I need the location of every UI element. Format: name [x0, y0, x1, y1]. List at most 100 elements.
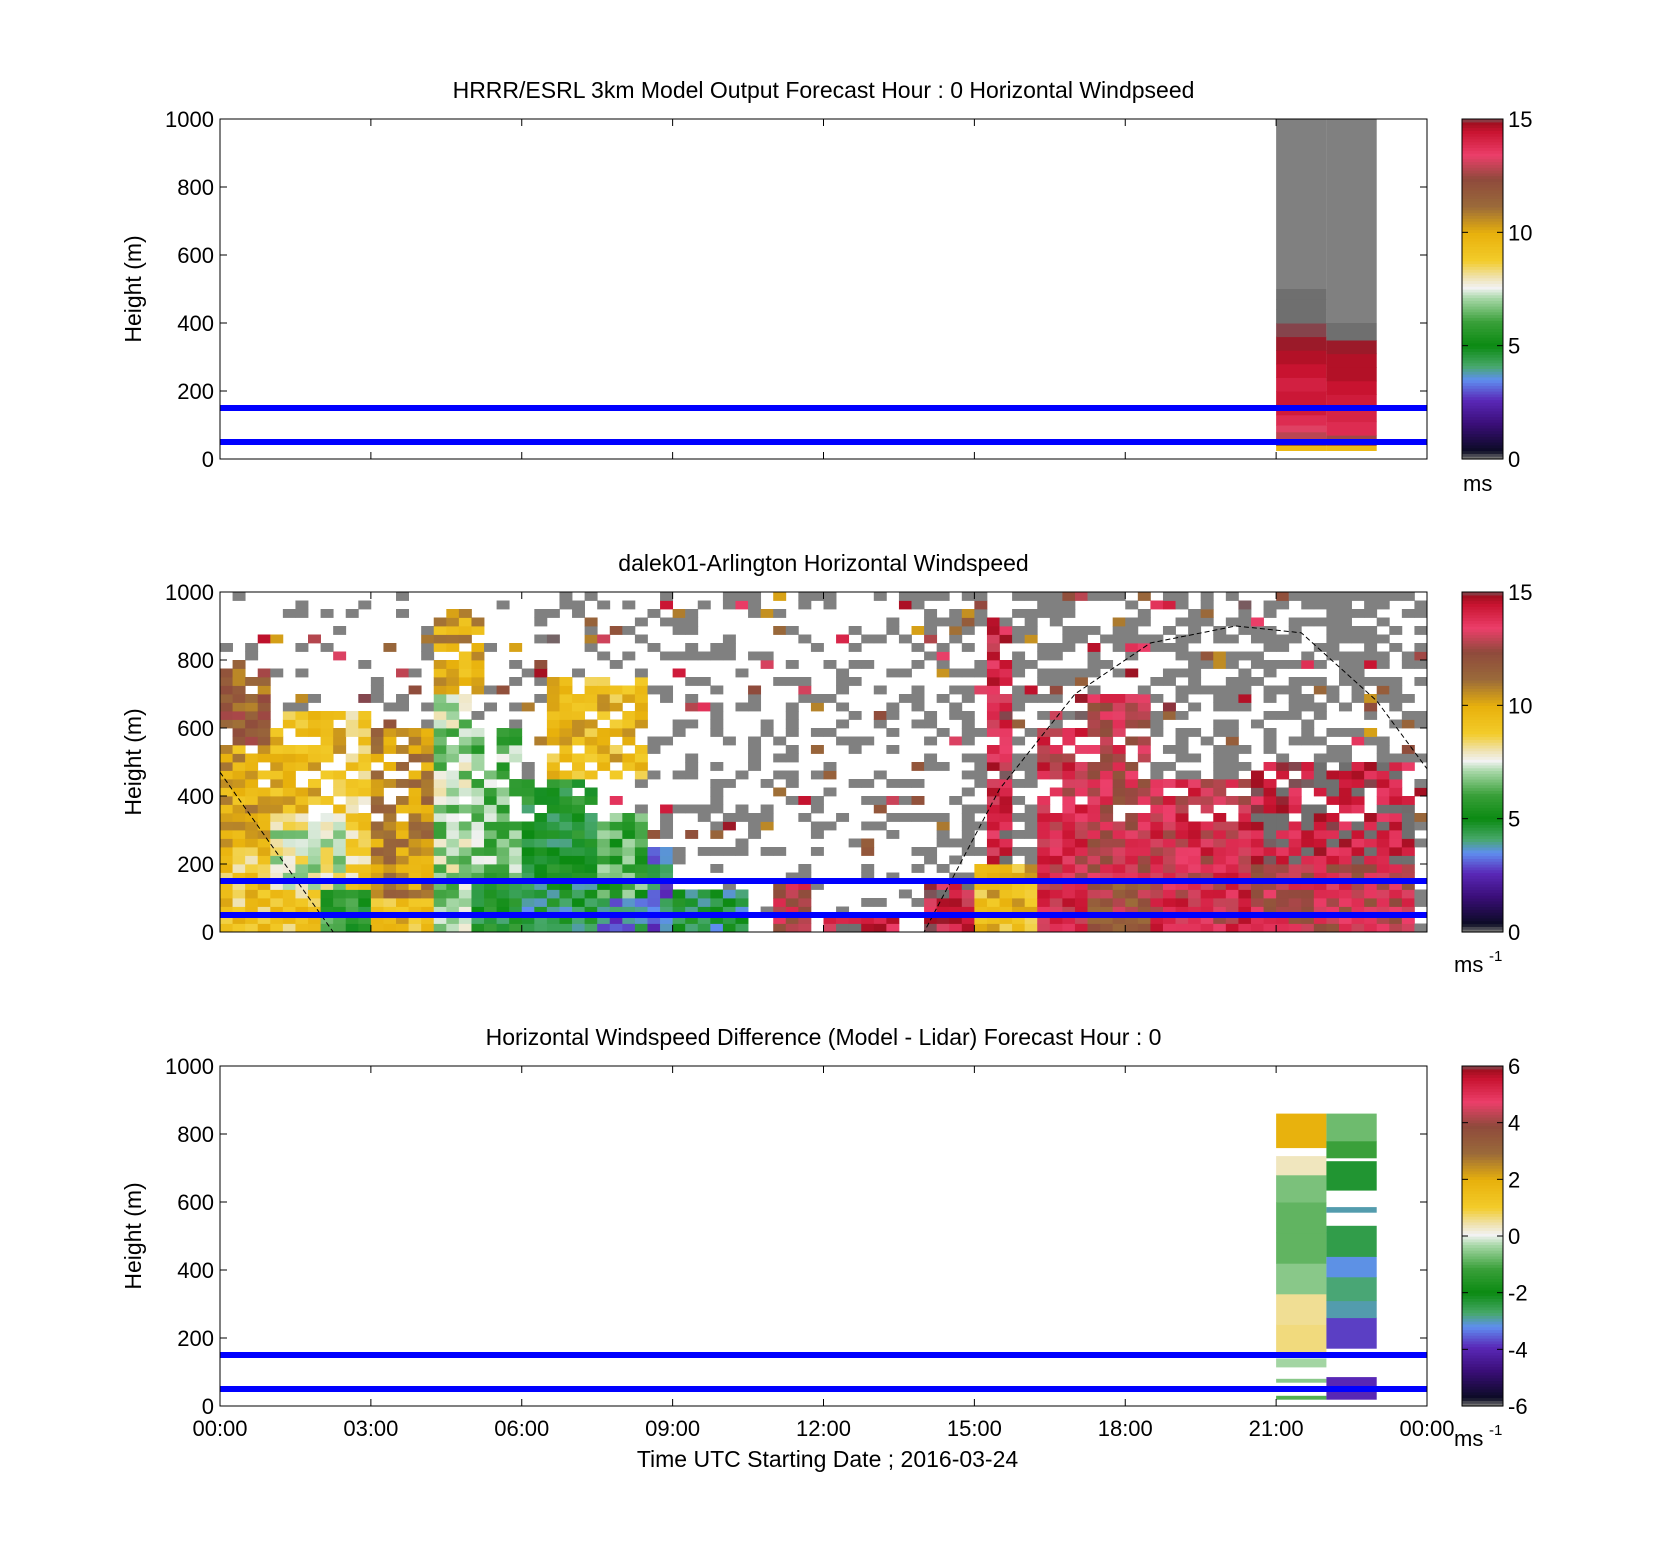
x-tick-label: 21:00 — [1249, 1416, 1304, 1441]
heatmap-cell — [986, 617, 1000, 627]
heatmap-cell — [270, 668, 284, 678]
missing-data-cell — [1326, 119, 1377, 323]
heatmap-cell — [1351, 898, 1365, 907]
heatmap-cell — [471, 762, 485, 771]
heatmap-cell — [584, 685, 598, 695]
colorbar-segment — [1462, 730, 1503, 735]
heatmap-cell — [999, 898, 1013, 907]
heatmap-cell — [1024, 626, 1038, 635]
heatmap-cell — [1263, 847, 1277, 856]
heatmap-cell — [572, 753, 586, 763]
heatmap-cell — [1188, 770, 1202, 780]
heatmap-cell — [1112, 643, 1126, 652]
heatmap-cell — [1364, 821, 1378, 831]
heatmap-cell — [1326, 1225, 1377, 1257]
colorbar-segment — [1462, 643, 1503, 647]
heatmap-cell — [1200, 804, 1214, 814]
heatmap-cell — [760, 660, 774, 669]
heatmap-cell — [986, 719, 1000, 729]
heatmap-cell — [509, 915, 523, 924]
heatmap-cell — [1188, 617, 1202, 627]
colorbar-segment — [1462, 189, 1503, 194]
heatmap-cell — [1250, 804, 1264, 814]
colorbar-segment — [1462, 1219, 1503, 1223]
heatmap-cell — [1276, 872, 1290, 882]
heatmap-cell — [1326, 889, 1340, 899]
heatmap-cell — [320, 753, 334, 763]
heatmap-cell — [873, 711, 887, 720]
heatmap-cell — [974, 762, 988, 771]
heatmap-cell — [1263, 609, 1277, 618]
heatmap-cell — [1263, 796, 1277, 805]
heatmap-cell — [446, 643, 460, 652]
heatmap-cell — [446, 804, 460, 814]
heatmap-cell — [1225, 592, 1239, 601]
heatmap-cell — [232, 770, 246, 780]
heatmap-cell — [245, 736, 259, 746]
heatmap-cell — [1276, 431, 1327, 440]
heatmap-cell — [282, 864, 296, 873]
heatmap-cell — [760, 821, 774, 831]
heatmap-cell — [484, 813, 498, 822]
heatmap-cell — [433, 847, 447, 856]
heatmap-cell — [1364, 881, 1378, 890]
heatmap-cell — [961, 906, 975, 916]
heatmap-cell — [1326, 770, 1340, 780]
heatmap-cell — [257, 915, 271, 924]
heatmap-cell — [345, 830, 359, 839]
colorbar-segment — [1462, 1244, 1503, 1248]
x-tick-label: 09:00 — [645, 1416, 700, 1441]
heatmap-cell — [961, 770, 975, 780]
heatmap-cell — [320, 745, 334, 754]
heatmap-cell — [1276, 1358, 1327, 1368]
heatmap-cell — [710, 787, 724, 797]
heatmap-cell — [1200, 889, 1214, 899]
heatmap-cell — [748, 600, 762, 610]
colorbar-segment — [1462, 130, 1503, 134]
colorbar-segment — [1462, 1168, 1503, 1172]
heatmap-cell — [660, 651, 674, 661]
heatmap-cell — [1200, 796, 1214, 805]
heatmap-cell — [1175, 915, 1189, 924]
heatmap-cell — [949, 634, 963, 644]
heatmap-cell — [521, 779, 535, 788]
heatmap-cell — [1049, 881, 1063, 890]
colorbar-segment — [1462, 164, 1503, 168]
heatmap-cell — [1112, 915, 1126, 924]
heatmap-cell — [1024, 694, 1038, 703]
heatmap-cell — [1112, 889, 1126, 899]
heatmap-cell — [1125, 830, 1139, 839]
heatmap-cell — [785, 711, 799, 720]
heatmap-cell — [471, 796, 485, 805]
colorbar-segment — [1462, 337, 1503, 341]
colorbar-segment — [1462, 881, 1503, 885]
colorbar-unit-exponent: -1 — [1489, 948, 1502, 965]
heatmap-cell — [597, 753, 611, 763]
heatmap-cell — [471, 651, 485, 661]
heatmap-cell — [1313, 898, 1327, 907]
heatmap-cell — [1062, 626, 1076, 635]
heatmap-cell — [295, 643, 309, 652]
heatmap-cell — [1012, 915, 1026, 924]
heatmap-cell — [1351, 694, 1365, 703]
heatmap-cell — [924, 855, 938, 865]
heatmap-cell — [1225, 779, 1239, 788]
heatmap-cell — [1288, 660, 1302, 669]
heatmap-cell — [1049, 889, 1063, 899]
colorbar-segment — [1462, 334, 1503, 338]
heatmap-cell — [1225, 923, 1239, 933]
colorbar-segment — [1462, 776, 1503, 780]
heatmap-cell — [1351, 821, 1365, 831]
heatmap-cell — [496, 838, 510, 848]
colorbar-segment — [1462, 243, 1503, 248]
heatmap-cell — [1137, 864, 1151, 873]
heatmap-cell — [1125, 796, 1139, 805]
heatmap-cell — [1276, 445, 1327, 451]
heatmap-cell — [1326, 872, 1340, 882]
heatmap-cell — [1389, 872, 1403, 882]
heatmap-cell — [471, 864, 485, 873]
heatmap-cell — [1338, 634, 1352, 644]
x-tick-label: 15:00 — [947, 1416, 1002, 1441]
heatmap-cell — [622, 762, 636, 771]
heatmap-cell — [1401, 915, 1415, 924]
